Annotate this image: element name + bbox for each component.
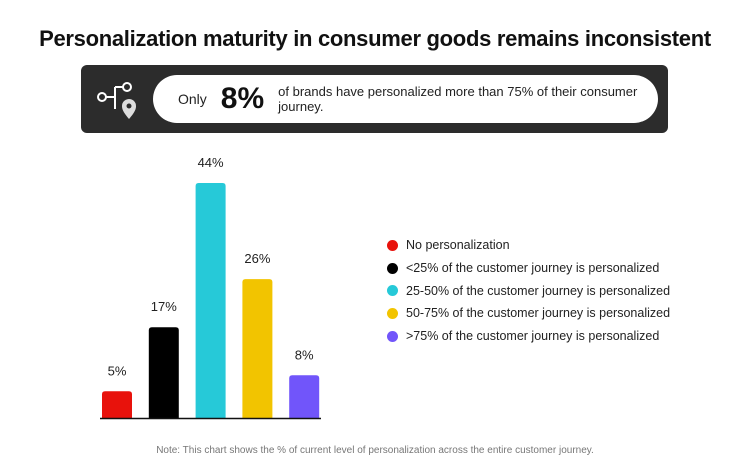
- legend-item: 25-50% of the customer journey is person…: [387, 279, 670, 302]
- data-label: 26%: [244, 251, 270, 266]
- data-label: 17%: [151, 299, 177, 314]
- legend-item: <25% of the customer journey is personal…: [387, 257, 670, 280]
- legend-label: 50-75% of the customer journey is person…: [406, 306, 671, 321]
- legend-swatch: [387, 330, 398, 342]
- legend-label: No personalization: [406, 238, 510, 253]
- legend-label: >75% of the customer journey is personal…: [406, 329, 660, 344]
- legend: No personalization <25% of the customer j…: [387, 234, 670, 347]
- chart-title: Personalization maturity in consumer goo…: [39, 26, 711, 51]
- stat-text: of brands have personalized more than 75…: [278, 84, 638, 114]
- legend-swatch: [387, 239, 398, 251]
- bar: [289, 375, 320, 418]
- legend-label: <25% of the customer journey is personal…: [406, 261, 660, 276]
- chart-note: Note: This chart shows the % of current …: [156, 445, 594, 456]
- stat-prefix: Only: [178, 91, 207, 107]
- legend-swatch: [387, 307, 398, 319]
- legend-swatch: [387, 262, 398, 274]
- legend-item: 50-75% of the customer journey is person…: [387, 302, 670, 325]
- bar: [195, 183, 226, 418]
- bar: [148, 327, 179, 418]
- data-label: 8%: [295, 347, 314, 362]
- legend-item: No personalization: [387, 234, 670, 257]
- legend-label: 25-50% of the customer journey is person…: [406, 283, 671, 298]
- bar: [102, 391, 132, 418]
- workflow-location-icon: [97, 82, 136, 119]
- stat-value: 8%: [220, 82, 265, 115]
- legend-item: >75% of the customer journey is personal…: [387, 325, 670, 348]
- bar: [242, 279, 273, 418]
- data-label: 5%: [108, 363, 127, 378]
- legend-swatch: [387, 285, 398, 297]
- stat-banner: Only 8% of brands have personalized more…: [81, 65, 668, 133]
- stat-pill: Only 8% of brands have personalized more…: [153, 75, 658, 123]
- data-label: 44%: [198, 155, 224, 170]
